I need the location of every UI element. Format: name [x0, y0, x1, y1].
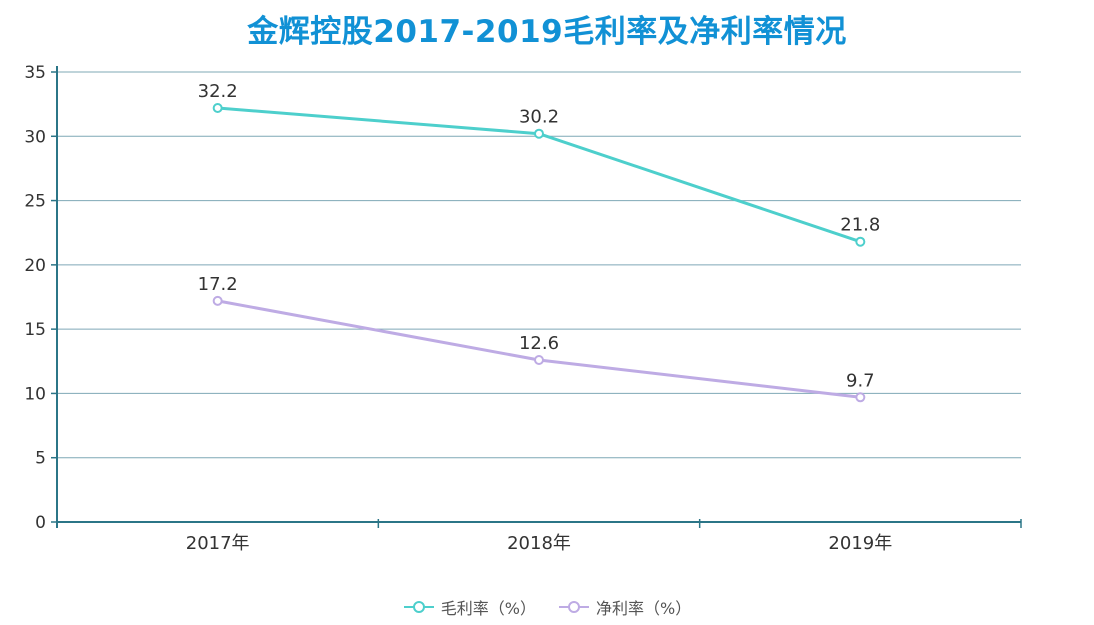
data-point-marker[interactable]	[855, 392, 866, 403]
legend-line-marker-icon	[403, 601, 434, 613]
y-axis-tick-label: 15	[24, 320, 46, 340]
chart-title: 金辉控股2017-2019毛利率及净利率情况	[247, 14, 847, 50]
x-axis-tick-label: 2017年	[186, 533, 250, 554]
legend-item[interactable]: 净利率（%）	[558, 595, 691, 619]
data-point-marker[interactable]	[212, 103, 223, 113]
x-axis-tick-label: 2019年	[828, 533, 892, 554]
data-point-label: 30.2	[519, 107, 559, 128]
legend-item-label: 净利率（%）	[596, 599, 692, 618]
y-axis-tick-label: 10	[24, 384, 46, 404]
data-point-label: 17.2	[198, 274, 238, 295]
data-point-marker[interactable]	[534, 128, 544, 139]
x-axis-tick-label: 2018年	[507, 533, 571, 554]
y-axis-tick-label: 0	[35, 513, 46, 533]
legend-item-label: 毛利率（%）	[440, 599, 536, 618]
data-point-marker[interactable]	[534, 355, 544, 365]
data-point-label: 12.6	[519, 333, 559, 354]
y-axis-tick-label: 35	[24, 63, 46, 83]
y-axis-tick-label: 25	[24, 192, 46, 212]
legend: 毛利率（%） 净利率（%）	[0, 595, 1094, 619]
data-point-label: 9.7	[846, 370, 875, 391]
data-point-marker[interactable]	[212, 295, 223, 306]
legend-line-marker-icon	[559, 601, 589, 613]
data-point-label: 32.2	[198, 81, 238, 102]
series-line	[216, 106, 862, 244]
y-axis-tick-label: 5	[35, 449, 46, 469]
legend-item[interactable]: 毛利率（%）	[403, 595, 536, 619]
data-point-marker[interactable]	[855, 236, 866, 247]
y-axis-tick-label: 30	[24, 127, 46, 147]
data-point-label: 21.8	[840, 215, 880, 236]
y-axis-tick-label: 20	[24, 256, 46, 276]
